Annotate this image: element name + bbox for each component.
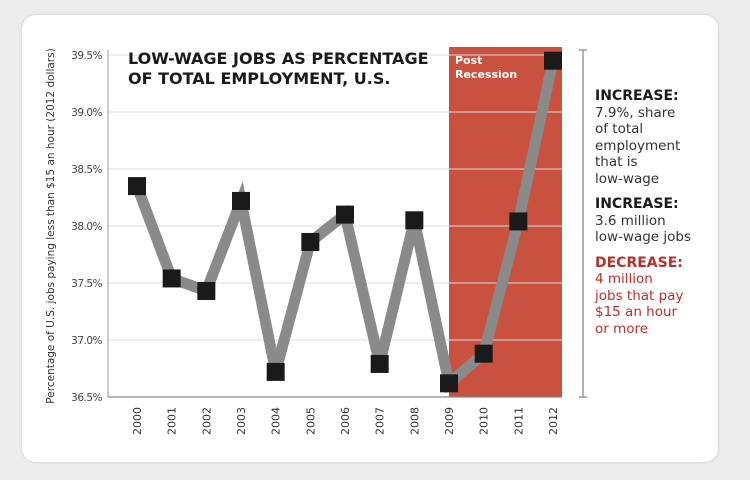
y-tick-label: 37.5% — [71, 278, 102, 290]
data-point-2003 — [232, 191, 250, 210]
data-point-2001 — [162, 269, 181, 288]
data-point-2005 — [301, 232, 320, 251]
data-point-2002 — [197, 281, 216, 300]
annotation-heading: DECREASE: — [595, 254, 683, 271]
annotations-panel: INCREASE: 7.9%, share of total employment th… — [595, 88, 715, 346]
x-tick-label: 2004 — [270, 407, 283, 435]
annotation-line: low-wage jobs — [595, 229, 692, 245]
x-tick-label: 2007 — [374, 407, 387, 435]
annotation-block: INCREASE: 3.6 million low-wage jobs — [595, 196, 715, 246]
y-tick-label: 39.0% — [71, 107, 102, 119]
data-point-2004 — [266, 362, 285, 381]
annotation-line: that is — [595, 154, 638, 170]
x-tick-label: 2001 — [166, 407, 179, 435]
chart-card — [22, 15, 718, 462]
annotation-line: 4 million — [595, 271, 653, 287]
x-tick-label: 2000 — [131, 407, 144, 435]
post-recession-label: Post — [455, 54, 482, 67]
annotation-block: INCREASE: 7.9%, share of total employment th… — [595, 88, 715, 187]
x-tick-label: 2003 — [235, 407, 248, 435]
data-point-2011 — [509, 212, 528, 231]
annotation-line: employment — [595, 137, 681, 154]
annotation-heading: INCREASE: — [595, 88, 679, 104]
x-tick-label: 2012 — [547, 407, 560, 435]
annotation-line: or more — [595, 320, 649, 337]
data-point-2007 — [370, 354, 389, 373]
y-tick-label: 38.5% — [71, 164, 102, 176]
x-tick-label: 2011 — [512, 407, 525, 435]
y-tick-label: 37.0% — [71, 335, 102, 347]
data-point-2009 — [440, 374, 458, 393]
chart-title: LOW-WAGE JOBS AS PERCENTAGE — [128, 49, 429, 68]
post-recession-label: Recession — [455, 68, 517, 81]
data-point-2008 — [405, 211, 424, 230]
x-tick-label: 2006 — [339, 407, 352, 435]
x-tick-label: 2010 — [478, 407, 491, 435]
x-tick-label: 2005 — [304, 407, 317, 435]
data-point-2000 — [128, 177, 146, 196]
x-tick-label: 2009 — [443, 407, 456, 435]
annotation-line: 7.9%, share — [595, 104, 676, 121]
x-tick-label: 2002 — [200, 407, 213, 435]
annotation-line: $15 an hour — [595, 304, 678, 320]
data-point-2006 — [336, 205, 354, 224]
annotation-line: of total — [595, 121, 644, 137]
chart-title: OF TOTAL EMPLOYMENT, U.S. — [128, 69, 390, 88]
y-tick-label: 39.5% — [71, 50, 102, 62]
data-point-2012 — [544, 51, 562, 70]
annotation-line: low-wage — [595, 170, 660, 187]
annotation-line: jobs that pay — [595, 287, 684, 304]
annotation-line: 3.6 million — [595, 212, 666, 229]
annotation-heading: INCREASE: — [595, 196, 679, 212]
y-tick-label: 38.0% — [71, 221, 102, 233]
y-axis-label: Percentage of U.S. jobs paying less than… — [45, 48, 57, 403]
data-point-2010 — [474, 344, 493, 363]
y-tick-label: 36.5% — [71, 392, 102, 404]
x-tick-label: 2008 — [408, 407, 421, 435]
annotation-block: DECREASE: 4 million jobs that pay $15 an ho… — [595, 255, 715, 338]
